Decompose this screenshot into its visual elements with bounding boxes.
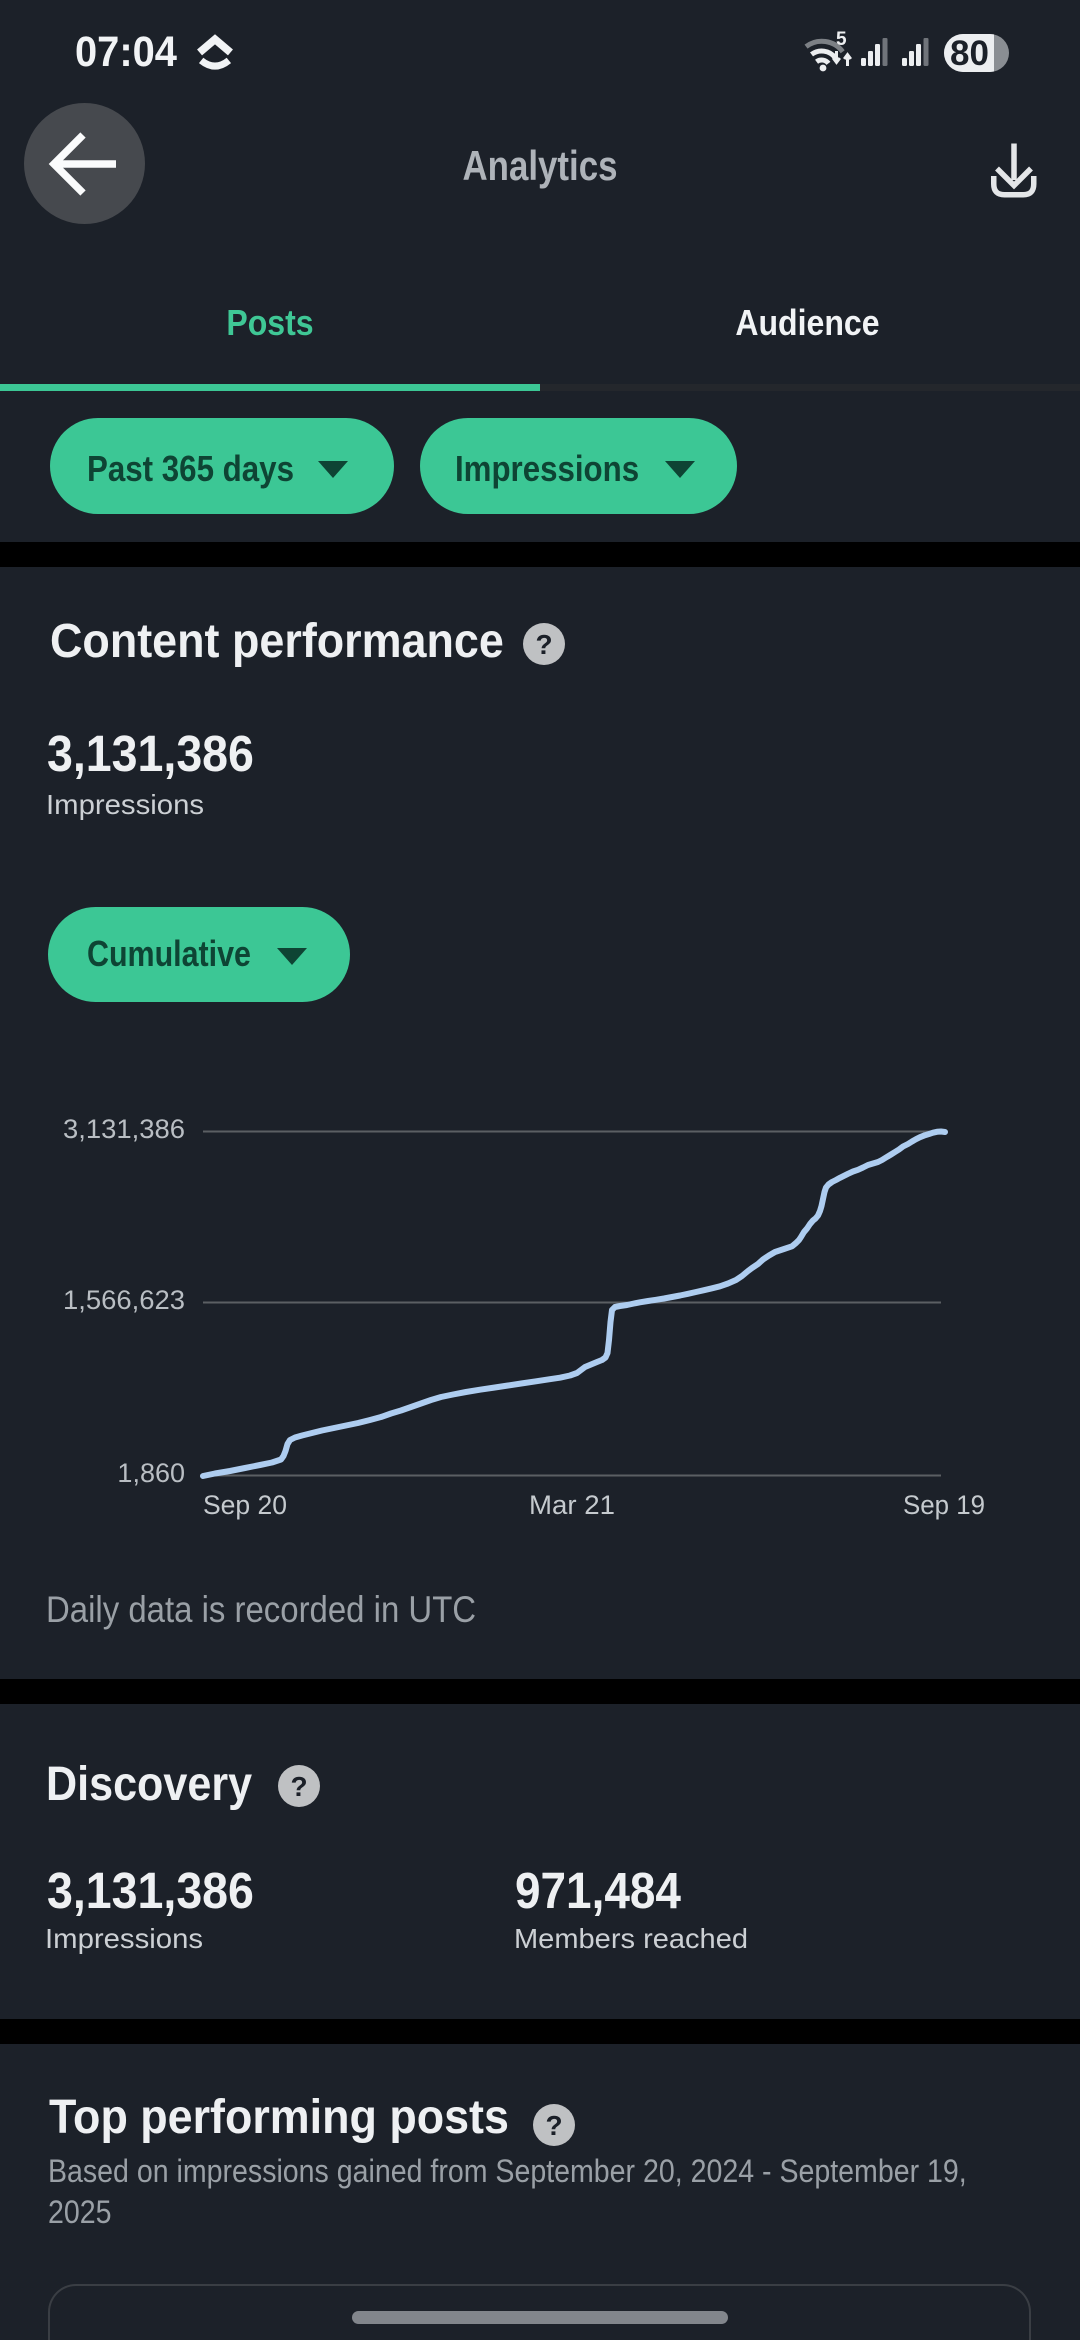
svg-text:5: 5 [836, 29, 847, 50]
